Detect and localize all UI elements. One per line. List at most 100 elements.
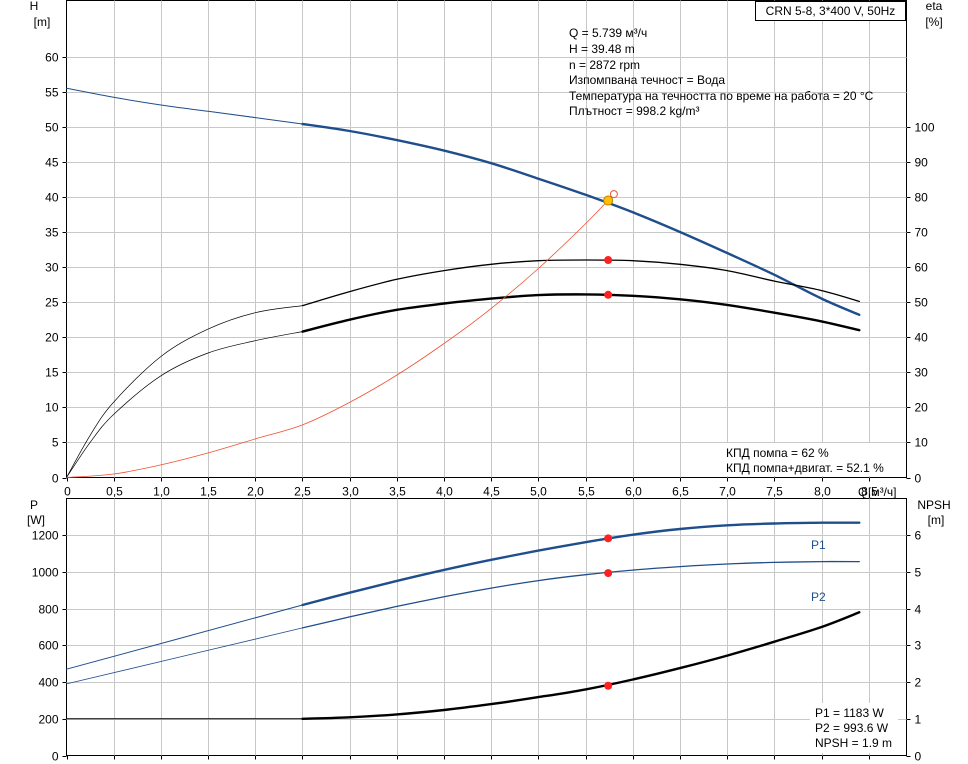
- x-tick-label: 0: [64, 485, 71, 499]
- power-p2-label: P2 = 993.6 W: [815, 721, 889, 735]
- x-tick-label: 2,0: [247, 485, 264, 499]
- top-right-tick-label: 30: [915, 366, 929, 380]
- top-right-tick-label: 0: [915, 472, 922, 486]
- top-right-tick-label: 40: [915, 331, 929, 345]
- top-curve-eta-total-thin: [66, 331, 303, 478]
- top-right-tick-label: 20: [915, 401, 929, 415]
- bottom-right-tick-label: 0: [915, 750, 922, 764]
- top-plot-frame: [66, 0, 907, 478]
- bottom-curve-p2-thin: [66, 627, 303, 685]
- bottom-right-tick-label: 1: [915, 713, 922, 727]
- x-tick-label: 3,5: [389, 485, 406, 499]
- p2-series-label: P2: [811, 590, 826, 604]
- pump-model-box: [755, 1, 906, 21]
- top-left-tick-label: 30: [45, 261, 59, 275]
- x-tick-label: 1,0: [153, 485, 170, 499]
- top-left-tick-label: 20: [45, 331, 59, 345]
- top-duty-points: [603, 190, 618, 299]
- top-curve-head-thin: [66, 87, 303, 125]
- info-line-speed: n = 2872 rpm: [569, 58, 640, 72]
- bottom-grid: [66, 498, 907, 756]
- top-curves: [66, 87, 861, 478]
- info-line-flow: Q = 5.739 м³/ч: [569, 26, 647, 40]
- bottom-right-tick-label: 6: [915, 529, 922, 543]
- top-right-tick-label: 80: [915, 191, 929, 205]
- duty-point-info: Q = 5.739 м³/ч H = 39.48 m n = 2872 rpm …: [569, 26, 874, 118]
- bottom-left-tick-label: 400: [38, 676, 58, 690]
- top-left-tick-label: 55: [45, 86, 59, 100]
- top-left-tick-label: 15: [45, 366, 59, 380]
- x-tick-label: 4,5: [483, 485, 500, 499]
- top-left-tick-label: 10: [45, 401, 59, 415]
- top-operating-point-marker: [604, 256, 613, 265]
- top-right-tick-label: 60: [915, 261, 929, 275]
- info-line-temperature: Температура на течността по време на раб…: [569, 89, 874, 103]
- bottom-left-tick-label: 200: [38, 713, 58, 727]
- info-line-density: Плътност = 998.2 kg/m³: [569, 104, 699, 118]
- power-npsh-panel: 0 200 400 600 800 1000 1200 0 1 2 3 4 5 6 P [W] NPSH …: [27, 498, 951, 764]
- x-tick-label: 4,0: [436, 485, 453, 499]
- info-line-head: H = 39.48 m: [569, 42, 635, 56]
- p1-series-label: P1: [811, 538, 826, 552]
- top-operating-point-marker: [604, 290, 613, 299]
- system-curve-end-marker: [609, 190, 618, 199]
- top-right-tick-label: 50: [915, 296, 929, 310]
- bottom-left-tick-label: 1200: [32, 529, 59, 543]
- bottom-axis-ticks: 0 200 400 600 800 1000 1200 0 1 2 3 4 5 6: [32, 529, 922, 764]
- top-axis-ticks: 0 5 10 15 20 25 30 35 40 45 50 55 60 0 10 20 30 40 50 60 70 8…: [45, 51, 935, 499]
- power-legend-bg: [810, 703, 898, 753]
- bottom-right-tick-label: 2: [915, 676, 922, 690]
- bottom-curve-npsh-thick: [301, 611, 861, 720]
- x-tick-label: 7,5: [766, 485, 783, 499]
- info-line-liquid: Изпомпвана течност = Вода: [569, 73, 725, 87]
- top-left-tick-label: 35: [45, 226, 59, 240]
- top-right-tick-label: 90: [915, 156, 929, 170]
- top-right-tick-label: 100: [915, 121, 935, 135]
- bottom-curve-p1-thin: [66, 604, 303, 670]
- bottom-right-axis-title: NPSH: [917, 498, 950, 512]
- x-tick-label: 5,5: [578, 485, 595, 499]
- bottom-left-tick-label: 800: [38, 603, 58, 617]
- x-tick-label: 5,0: [530, 485, 547, 499]
- top-right-tick-label: 70: [915, 226, 929, 240]
- top-right-axis-title: eta: [926, 0, 943, 13]
- bottom-left-tick-label: 1000: [32, 566, 59, 580]
- top-curve-system: [66, 193, 615, 478]
- efficiency-legend-bg: [722, 443, 892, 476]
- bottom-left-tick-label: 600: [38, 639, 58, 653]
- top-left-tick-label: 5: [52, 436, 59, 450]
- top-left-tick-label: 60: [45, 51, 59, 65]
- bottom-right-tick-label: 3: [915, 639, 922, 653]
- x-tick-label: 8,5: [861, 485, 878, 499]
- x-tick-label: 2,5: [294, 485, 311, 499]
- x-tick-label: 3,0: [342, 485, 359, 499]
- bottom-left-tick-label: 0: [52, 750, 59, 764]
- x-tick-label: 6,0: [625, 485, 642, 499]
- x-tick-label: 6,5: [672, 485, 689, 499]
- x-axis-unit: [м³/ч]: [868, 485, 897, 499]
- bottom-right-axis-unit: [m]: [928, 513, 945, 527]
- bottom-operating-point-marker: [604, 569, 613, 578]
- top-left-tick-label: 40: [45, 191, 59, 205]
- x-tick-label: 8,0: [814, 485, 831, 499]
- duty-point-marker: [603, 195, 614, 206]
- x-tick-label: 1,5: [200, 485, 217, 499]
- bottom-duty-points: [604, 534, 613, 690]
- top-right-tick-label: 10: [915, 436, 929, 450]
- top-left-axis-title: H: [30, 0, 39, 13]
- bottom-left-axis-unit: [W]: [27, 513, 45, 527]
- top-grid: [66, 0, 907, 478]
- top-curve-eta-pump-line: [301, 259, 860, 307]
- top-curve-head-thick: [301, 122, 861, 316]
- top-left-tick-label: 25: [45, 296, 59, 310]
- top-curve-eta-total-thick: [301, 293, 861, 333]
- bottom-operating-point-marker: [604, 534, 613, 543]
- x-tick-label: 0,5: [106, 485, 123, 499]
- head-efficiency-panel: 0 5 10 15 20 25 30 35 40 45 50 55 60 0 10 20 30 40 50 60 70 8…: [30, 0, 943, 499]
- top-right-axis-unit: [%]: [925, 15, 942, 29]
- top-left-tick-label: 0: [52, 472, 59, 486]
- bottom-operating-point-marker: [604, 681, 613, 690]
- efficiency-pump-label: КПД помпа = 62 %: [726, 446, 829, 460]
- top-curve-eta-pump-thin: [66, 305, 303, 478]
